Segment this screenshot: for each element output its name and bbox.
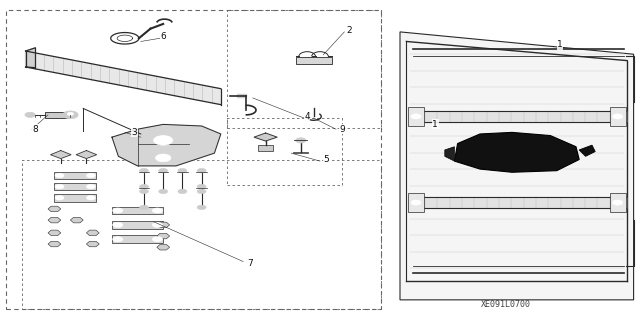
Polygon shape bbox=[51, 151, 71, 159]
Polygon shape bbox=[48, 217, 61, 223]
Polygon shape bbox=[48, 241, 61, 247]
Bar bbox=[112, 235, 163, 243]
Circle shape bbox=[113, 208, 123, 213]
Circle shape bbox=[140, 189, 148, 194]
Text: 4: 4 bbox=[305, 112, 310, 121]
Polygon shape bbox=[157, 233, 170, 239]
Circle shape bbox=[178, 168, 187, 173]
Polygon shape bbox=[48, 206, 61, 212]
Circle shape bbox=[55, 196, 64, 200]
Circle shape bbox=[197, 168, 206, 173]
Text: 7: 7 bbox=[247, 259, 252, 268]
Polygon shape bbox=[454, 132, 579, 172]
Circle shape bbox=[25, 112, 35, 117]
Text: XE091L0700: XE091L0700 bbox=[481, 300, 531, 309]
Polygon shape bbox=[26, 48, 35, 68]
Circle shape bbox=[140, 205, 148, 210]
Polygon shape bbox=[254, 133, 277, 141]
Polygon shape bbox=[157, 222, 170, 228]
Circle shape bbox=[197, 205, 206, 210]
Bar bbox=[54, 183, 96, 190]
Bar bbox=[408, 107, 424, 126]
Circle shape bbox=[67, 112, 74, 115]
Circle shape bbox=[140, 184, 148, 189]
Circle shape bbox=[63, 111, 78, 119]
Bar bbox=[112, 221, 163, 229]
Circle shape bbox=[612, 114, 623, 119]
Circle shape bbox=[152, 222, 163, 227]
Bar bbox=[293, 152, 308, 153]
Circle shape bbox=[411, 114, 421, 119]
Bar bbox=[610, 107, 626, 126]
Text: 1: 1 bbox=[557, 40, 563, 49]
Polygon shape bbox=[579, 145, 595, 156]
Bar bbox=[54, 194, 96, 202]
Circle shape bbox=[612, 200, 623, 205]
Polygon shape bbox=[48, 230, 61, 236]
Polygon shape bbox=[86, 230, 99, 236]
Polygon shape bbox=[112, 124, 221, 166]
Circle shape bbox=[86, 184, 95, 189]
Circle shape bbox=[154, 136, 173, 145]
Text: 6: 6 bbox=[161, 32, 166, 41]
Text: 8: 8 bbox=[33, 125, 38, 134]
Bar bbox=[112, 207, 163, 214]
Polygon shape bbox=[445, 147, 454, 161]
Circle shape bbox=[159, 168, 168, 173]
Bar bbox=[408, 193, 424, 212]
Circle shape bbox=[156, 154, 171, 162]
Circle shape bbox=[55, 184, 64, 189]
Circle shape bbox=[411, 200, 421, 205]
Circle shape bbox=[86, 196, 95, 200]
Polygon shape bbox=[86, 241, 99, 247]
Text: 2: 2 bbox=[346, 26, 351, 35]
Circle shape bbox=[152, 208, 163, 213]
Circle shape bbox=[197, 184, 206, 189]
Circle shape bbox=[197, 189, 206, 194]
Polygon shape bbox=[237, 94, 246, 97]
Text: 1: 1 bbox=[433, 120, 438, 129]
Circle shape bbox=[152, 237, 163, 242]
Bar bbox=[296, 57, 332, 64]
Text: 3: 3 bbox=[132, 128, 137, 137]
Text: 9: 9 bbox=[340, 125, 345, 134]
Polygon shape bbox=[400, 32, 634, 300]
Polygon shape bbox=[157, 244, 170, 250]
Circle shape bbox=[86, 173, 95, 178]
Circle shape bbox=[140, 168, 148, 173]
Circle shape bbox=[55, 173, 64, 178]
Circle shape bbox=[113, 237, 123, 242]
Circle shape bbox=[113, 222, 123, 227]
Circle shape bbox=[296, 138, 306, 143]
Polygon shape bbox=[26, 51, 221, 105]
Text: 5: 5 bbox=[324, 155, 329, 164]
Circle shape bbox=[178, 189, 187, 194]
Bar bbox=[610, 193, 626, 212]
Bar bbox=[45, 112, 69, 118]
Polygon shape bbox=[70, 217, 83, 223]
Bar bbox=[54, 172, 96, 179]
Circle shape bbox=[159, 189, 168, 194]
Bar bbox=[258, 145, 273, 151]
Polygon shape bbox=[76, 151, 97, 159]
